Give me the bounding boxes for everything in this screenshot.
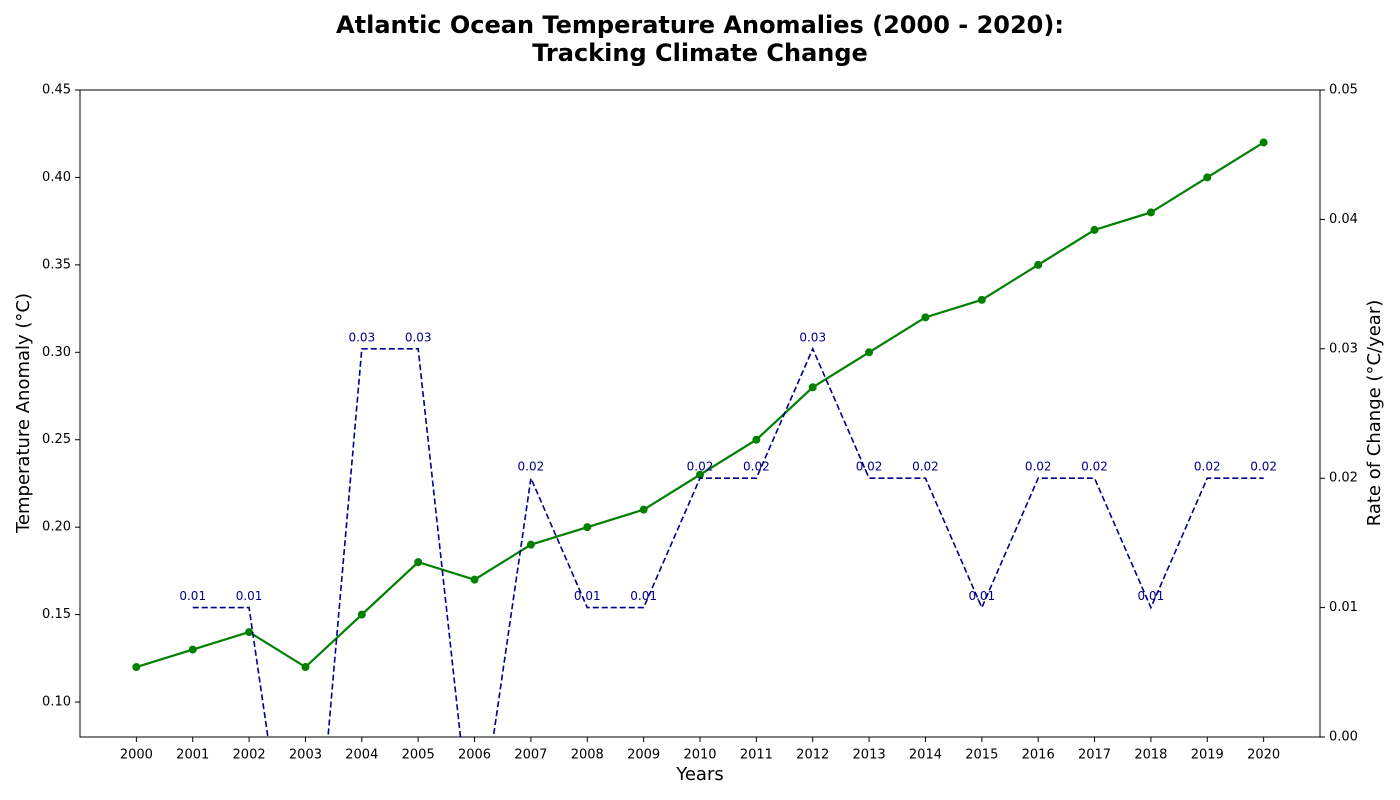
y-tick-label: 0.25 — [42, 432, 71, 447]
line-series — [192, 346, 1264, 737]
x-tick-label: 2001 — [176, 748, 209, 763]
x-tick-label: 2013 — [853, 748, 886, 763]
y-tick-label: 0.20 — [42, 520, 71, 535]
data-label: 0.02 — [1025, 460, 1052, 474]
y2-tick-label: 0.01 — [1329, 600, 1358, 615]
line-series — [136, 141, 1265, 669]
y2-tick-label: 0.04 — [1329, 212, 1358, 227]
y2-tick-label: 0.00 — [1329, 730, 1358, 745]
plot-frame — [79, 89, 1321, 738]
data-label: 0.02 — [687, 460, 714, 474]
x-tick-label: 2004 — [345, 748, 378, 763]
x-tick-label: 2020 — [1247, 748, 1280, 763]
point — [639, 505, 648, 514]
x-axis-label: Years — [675, 764, 724, 785]
point — [977, 295, 986, 304]
x-tick-label: 2014 — [909, 748, 942, 763]
point — [132, 663, 141, 672]
data-label: 0.02 — [912, 460, 939, 474]
point — [414, 558, 423, 567]
data-label: 0.03 — [348, 330, 375, 344]
data-label: 0.01 — [179, 589, 206, 603]
point — [245, 628, 254, 637]
x-tick-label: 2005 — [402, 748, 435, 763]
data-label: 0.01 — [236, 589, 263, 603]
point — [1203, 173, 1212, 182]
chart-title: Atlantic Ocean Temperature Anomalies (20… — [336, 11, 1064, 39]
point — [1090, 225, 1099, 234]
point — [1259, 138, 1268, 147]
data-label: 0.02 — [1250, 460, 1277, 474]
x-tick-label: 2018 — [1134, 748, 1167, 763]
data-label: 0.02 — [518, 460, 545, 474]
point — [865, 348, 874, 357]
y-tick-label: 0.45 — [42, 83, 71, 98]
y-tick-label: 0.40 — [42, 170, 71, 185]
x-tick-label: 2016 — [1022, 748, 1055, 763]
x-tick-label: 2010 — [683, 748, 716, 763]
x-tick-label: 2012 — [796, 748, 829, 763]
data-label: 0.03 — [405, 330, 432, 344]
point — [583, 523, 592, 532]
data-label: 0.01 — [630, 589, 657, 603]
data-label: 0.02 — [1081, 460, 1108, 474]
y2-tick-label: 0.02 — [1329, 471, 1358, 486]
data-label: 0.01 — [968, 589, 995, 603]
y-tick-label: 0.30 — [42, 345, 71, 360]
point — [470, 575, 479, 584]
point — [1034, 260, 1043, 269]
x-tick-label: 2002 — [233, 748, 266, 763]
point — [188, 645, 197, 654]
y-tick-label: 0.10 — [42, 695, 71, 710]
x-tick-label: 2017 — [1078, 748, 1111, 763]
data-label: 0.01 — [574, 589, 601, 603]
point — [301, 663, 310, 672]
point — [526, 540, 535, 549]
point — [696, 470, 704, 479]
y2-tick-label: 0.03 — [1329, 341, 1358, 356]
x-tick-label: 2000 — [120, 748, 153, 763]
y-tick-label: 0.15 — [42, 607, 71, 622]
data-label: 0.03 — [799, 330, 826, 344]
chart-title: Tracking Climate Change — [532, 39, 868, 67]
y-axis-label: Temperature Anomaly (°C) — [13, 293, 34, 534]
point — [752, 435, 761, 444]
data-label: 0.02 — [856, 460, 883, 474]
point — [1146, 208, 1155, 217]
point — [808, 383, 817, 392]
x-tick-label: 2006 — [458, 748, 491, 763]
plot-area — [132, 138, 1268, 737]
x-tick-label: 2007 — [514, 748, 547, 763]
y2-tick-label: 0.05 — [1329, 83, 1358, 98]
x-tick-label: 2015 — [965, 748, 998, 763]
x-tick-label: 2019 — [1191, 748, 1224, 763]
y2-axis-label: Rate of Change (°C/year) — [1364, 300, 1385, 527]
x-tick-label: 2008 — [571, 748, 604, 763]
point — [921, 313, 930, 322]
data-label: 0.02 — [743, 460, 770, 474]
x-tick-label: 2009 — [627, 748, 660, 763]
y-tick-label: 0.35 — [42, 257, 71, 272]
x-tick-label: 2003 — [289, 748, 322, 763]
x-tick-label: 2011 — [740, 748, 773, 763]
point — [357, 610, 366, 619]
data-label: 0.01 — [1138, 589, 1165, 603]
data-label: 0.02 — [1194, 460, 1221, 474]
